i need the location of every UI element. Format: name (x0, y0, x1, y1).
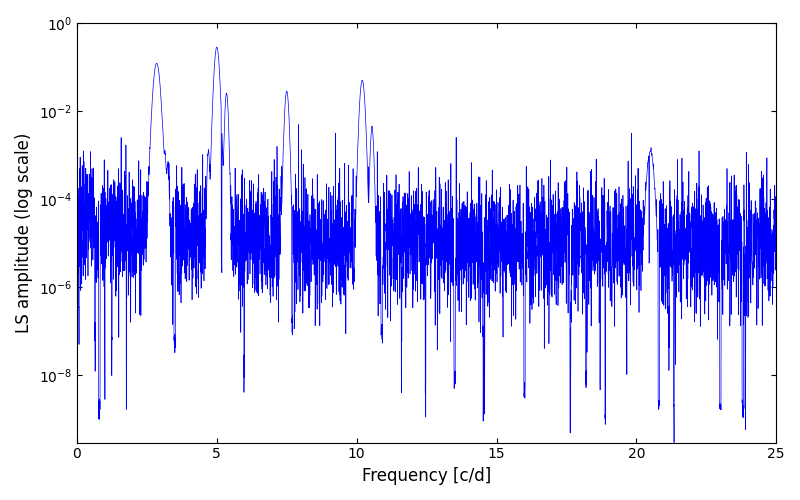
Y-axis label: LS amplitude (log scale): LS amplitude (log scale) (15, 132, 33, 333)
X-axis label: Frequency [c/d]: Frequency [c/d] (362, 467, 491, 485)
